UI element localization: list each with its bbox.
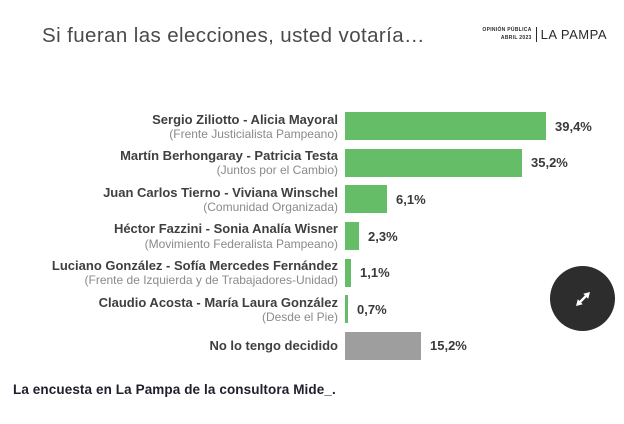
candidate-name: No lo tengo decidido [209,338,338,354]
bar [345,295,348,324]
bar [345,258,351,287]
value-label: 2,3% [368,228,398,244]
chart-row: Claudio Acosta - María Laura González (D… [0,291,624,328]
chart-row: No lo tengo decidido 15,2% [0,328,624,365]
value-label: 6,1% [396,191,426,207]
value-label: 0,7% [357,301,387,317]
page-title: Si fueran las elecciones, usted votaría… [42,24,425,47]
chart-row: Juan Carlos Tierno - Viviana Winschel (C… [0,181,624,218]
brand-small-text: OPINIÓN PÚBLICA ABRIL 2023 [482,27,531,42]
bar [345,112,546,141]
party-name: (Comunidad Organizada) [203,200,338,215]
brand-small-line2: ABRIL 2023 [500,34,532,41]
value-label: 39,4% [555,118,592,134]
chart-row: Héctor Fazzini - Sonia Analía Wisner (Mo… [0,218,624,255]
value-label: 1,1% [360,265,390,281]
party-name: (Frente Justicialista Pampeano) [169,126,338,141]
party-name: (Desde el Pie) [261,309,338,324]
brand-small-line1: OPINIÓN PÚBLICA [482,27,532,33]
bar [345,185,387,214]
bar [345,331,421,360]
brand-block: OPINIÓN PÚBLICA ABRIL 2023 LA PAMPA [482,27,607,42]
bar [345,148,522,177]
value-label: 15,2% [430,338,467,354]
candidate-name: Claudio Acosta - María Laura González [98,294,338,310]
value-label: 35,2% [531,155,568,171]
bar [345,222,359,251]
party-name: (Frente de Izquierda y de Trabajadores-U… [84,273,338,288]
candidate-name: Sergio Ziliotto - Alicia Mayoral [152,111,338,127]
party-name: (Juntos por el Cambio) [216,163,338,178]
party-name: (Movimiento Federalista Pampeano) [144,236,338,251]
candidate-name: Luciano González - Sofía Mercedes Fernán… [51,257,338,273]
chart-row: Martín Berhongaray - Patricia Testa (Jun… [0,145,624,182]
candidate-name: Juan Carlos Tierno - Viviana Winschel [103,184,338,200]
expand-icon [575,291,590,306]
chart-row: Luciano González - Sofía Mercedes Fernán… [0,254,624,291]
brand-divider [535,27,537,42]
chart-row: Sergio Ziliotto - Alicia Mayoral (Frente… [0,108,624,145]
bar-chart: Sergio Ziliotto - Alicia Mayoral (Frente… [0,108,624,364]
caption: La encuesta en La Pampa de la consultora… [13,382,336,397]
brand-name: LA PAMPA [540,27,607,42]
candidate-name: Héctor Fazzini - Sonia Analía Wisner [113,221,338,237]
candidate-name: Martín Berhongaray - Patricia Testa [120,148,338,164]
expand-button[interactable] [550,266,615,331]
